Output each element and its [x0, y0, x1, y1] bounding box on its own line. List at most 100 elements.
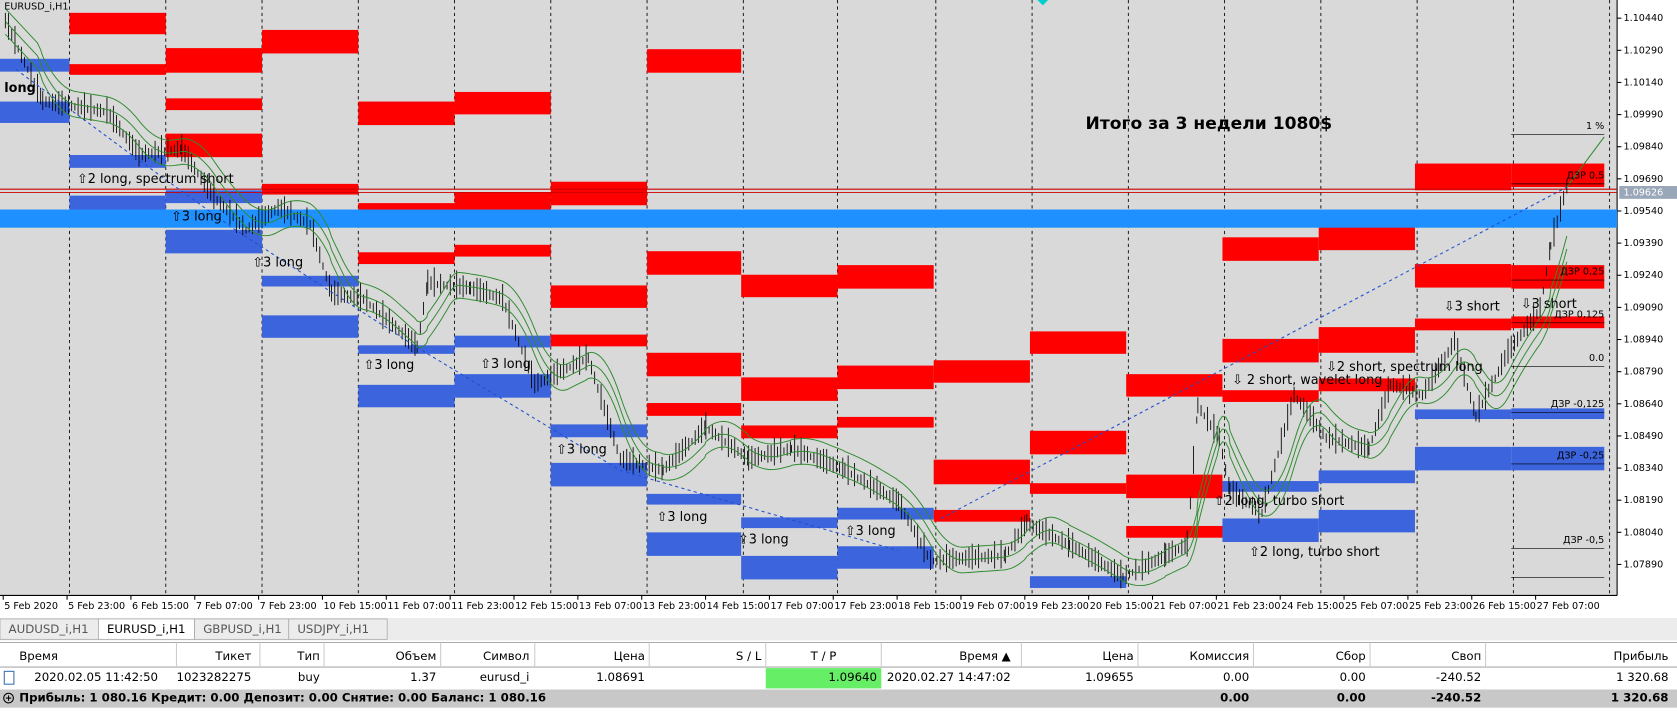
time-label: 14 Feb 15:00: [707, 601, 770, 612]
time-label: 11 Feb 23:00: [451, 601, 514, 612]
price-tick-label: 1.09690: [1624, 174, 1664, 185]
price-tick-label: 1.08490: [1624, 431, 1664, 442]
summary-cell: -240.52: [1431, 691, 1481, 705]
price-tick-label: 1.10290: [1624, 45, 1664, 56]
column-header[interactable]: Своп: [1451, 649, 1481, 663]
zone: [454, 374, 551, 398]
signal-label: ⇧2 long, spectrum short: [77, 172, 234, 187]
column-header[interactable]: Комиссия: [1190, 649, 1250, 663]
zone: [647, 352, 742, 377]
expand-icon[interactable]: [3, 692, 14, 704]
price-tick-label: 1.08340: [1624, 463, 1664, 474]
price-tick-label: 1.08640: [1624, 399, 1664, 410]
zone: [837, 365, 934, 390]
column-header[interactable]: Цена: [1102, 649, 1133, 663]
table-cell: 0.00: [1223, 670, 1249, 684]
zone: [550, 424, 648, 438]
zone: [837, 265, 934, 289]
zone: [1414, 409, 1512, 420]
tab-label[interactable]: AUDUSD_i,H1: [9, 622, 89, 636]
summary-cell: 0.00: [1337, 691, 1366, 705]
tab[interactable]: [288, 618, 388, 640]
time-label: 19 Feb 07:00: [962, 601, 1025, 612]
zone: [1029, 430, 1127, 455]
zone: [837, 416, 934, 428]
zone: [1222, 338, 1319, 363]
column-header[interactable]: T / P: [810, 649, 837, 663]
table-cell: 1023282275: [177, 670, 252, 684]
signal-label: ⇧3 long: [480, 357, 531, 372]
zone: [1318, 378, 1415, 392]
zone: [1029, 483, 1127, 494]
time-label: 26 Feb 15:00: [1473, 601, 1536, 612]
column-header[interactable]: Время ▲: [959, 649, 1010, 663]
column-header[interactable]: Тип: [296, 649, 320, 663]
signal-label: ⇧2 long, turbo short: [1214, 494, 1344, 509]
trend-line: [15, 69, 899, 552]
zone: [837, 546, 934, 569]
signal-label: ⇧3 long: [738, 532, 789, 547]
price-tick-label: 1.08940: [1624, 335, 1664, 346]
time-label: 25 Feb 07:00: [1345, 601, 1408, 612]
zone: [1126, 474, 1223, 499]
summary-cell: 0.00: [1220, 691, 1249, 705]
zone: [1511, 265, 1605, 289]
column-header[interactable]: Прибыль: [1614, 649, 1669, 663]
column-header[interactable]: Цена: [614, 649, 645, 663]
column-header[interactable]: Тикет: [214, 649, 251, 663]
tab-label[interactable]: EURUSD_i,H1: [107, 622, 186, 636]
signal-label: ⇧3 long: [364, 358, 415, 373]
time-label: 13 Feb 07:00: [579, 601, 642, 612]
signal-label: ⇧3 long: [556, 443, 607, 458]
symbol-title: EURUSD_i,H1: [4, 1, 68, 12]
time-label: 5 Feb 2020: [4, 601, 58, 612]
zone: [550, 181, 648, 206]
time-label: 7 Feb 23:00: [260, 601, 317, 612]
level-label: ДЗР 0,5: [1566, 170, 1604, 181]
zone: [1511, 408, 1605, 420]
time-label: 20 Feb 15:00: [1090, 601, 1153, 612]
tab-label[interactable]: USDJPY_i,H1: [297, 622, 369, 636]
zone: [550, 462, 648, 487]
zone: [1511, 163, 1605, 188]
zone: [741, 555, 838, 580]
signal-label: ⇧3 long: [845, 524, 896, 539]
level-label: ДЗР -0,25: [1557, 450, 1604, 461]
column-header[interactable]: Сбор: [1336, 649, 1366, 663]
current-price-label: 1.09626: [1624, 187, 1664, 198]
signal-label: ⇩ 2 short, wavelet long: [1232, 373, 1382, 388]
moving-average: [4, 21, 1568, 574]
zone: [262, 275, 359, 287]
moving-average: [4, 33, 1568, 587]
column-header[interactable]: Символ: [483, 649, 529, 663]
current-price-box: [1619, 186, 1677, 199]
time-label: 19 Feb 23:00: [1026, 601, 1089, 612]
column-header[interactable]: Объем: [395, 649, 436, 663]
signal-label: ⇧3 long: [171, 210, 222, 225]
table-cell: eurusd_i: [480, 670, 530, 684]
zone: [165, 133, 263, 158]
tab-label[interactable]: GBPUSD_i,H1: [203, 622, 282, 636]
table-cell: 1.08691: [596, 670, 645, 684]
signal-label: ⇩3 short: [1521, 297, 1577, 312]
table-cell: 1.37: [410, 670, 436, 684]
zone: [933, 459, 1030, 485]
summary-bar: [0, 689, 1677, 708]
price-tick-label: 1.09240: [1624, 270, 1664, 281]
zone: [550, 285, 648, 308]
zone: [1511, 316, 1605, 329]
zone: [1222, 518, 1319, 542]
zone: [454, 91, 551, 115]
zone: [69, 12, 166, 35]
column-header[interactable]: S / L: [736, 649, 762, 663]
column-header[interactable]: Время: [19, 649, 58, 663]
time-label: 17 Feb 23:00: [834, 601, 897, 612]
zone: [647, 493, 742, 505]
price-tick-label: 1.09090: [1624, 302, 1664, 313]
price-tick-label: 1.09540: [1624, 206, 1664, 217]
zone: [550, 334, 648, 347]
zone: [1318, 509, 1415, 533]
zone: [1222, 481, 1319, 492]
time-label: 21 Feb 07:00: [1154, 601, 1217, 612]
zone: [837, 507, 934, 520]
